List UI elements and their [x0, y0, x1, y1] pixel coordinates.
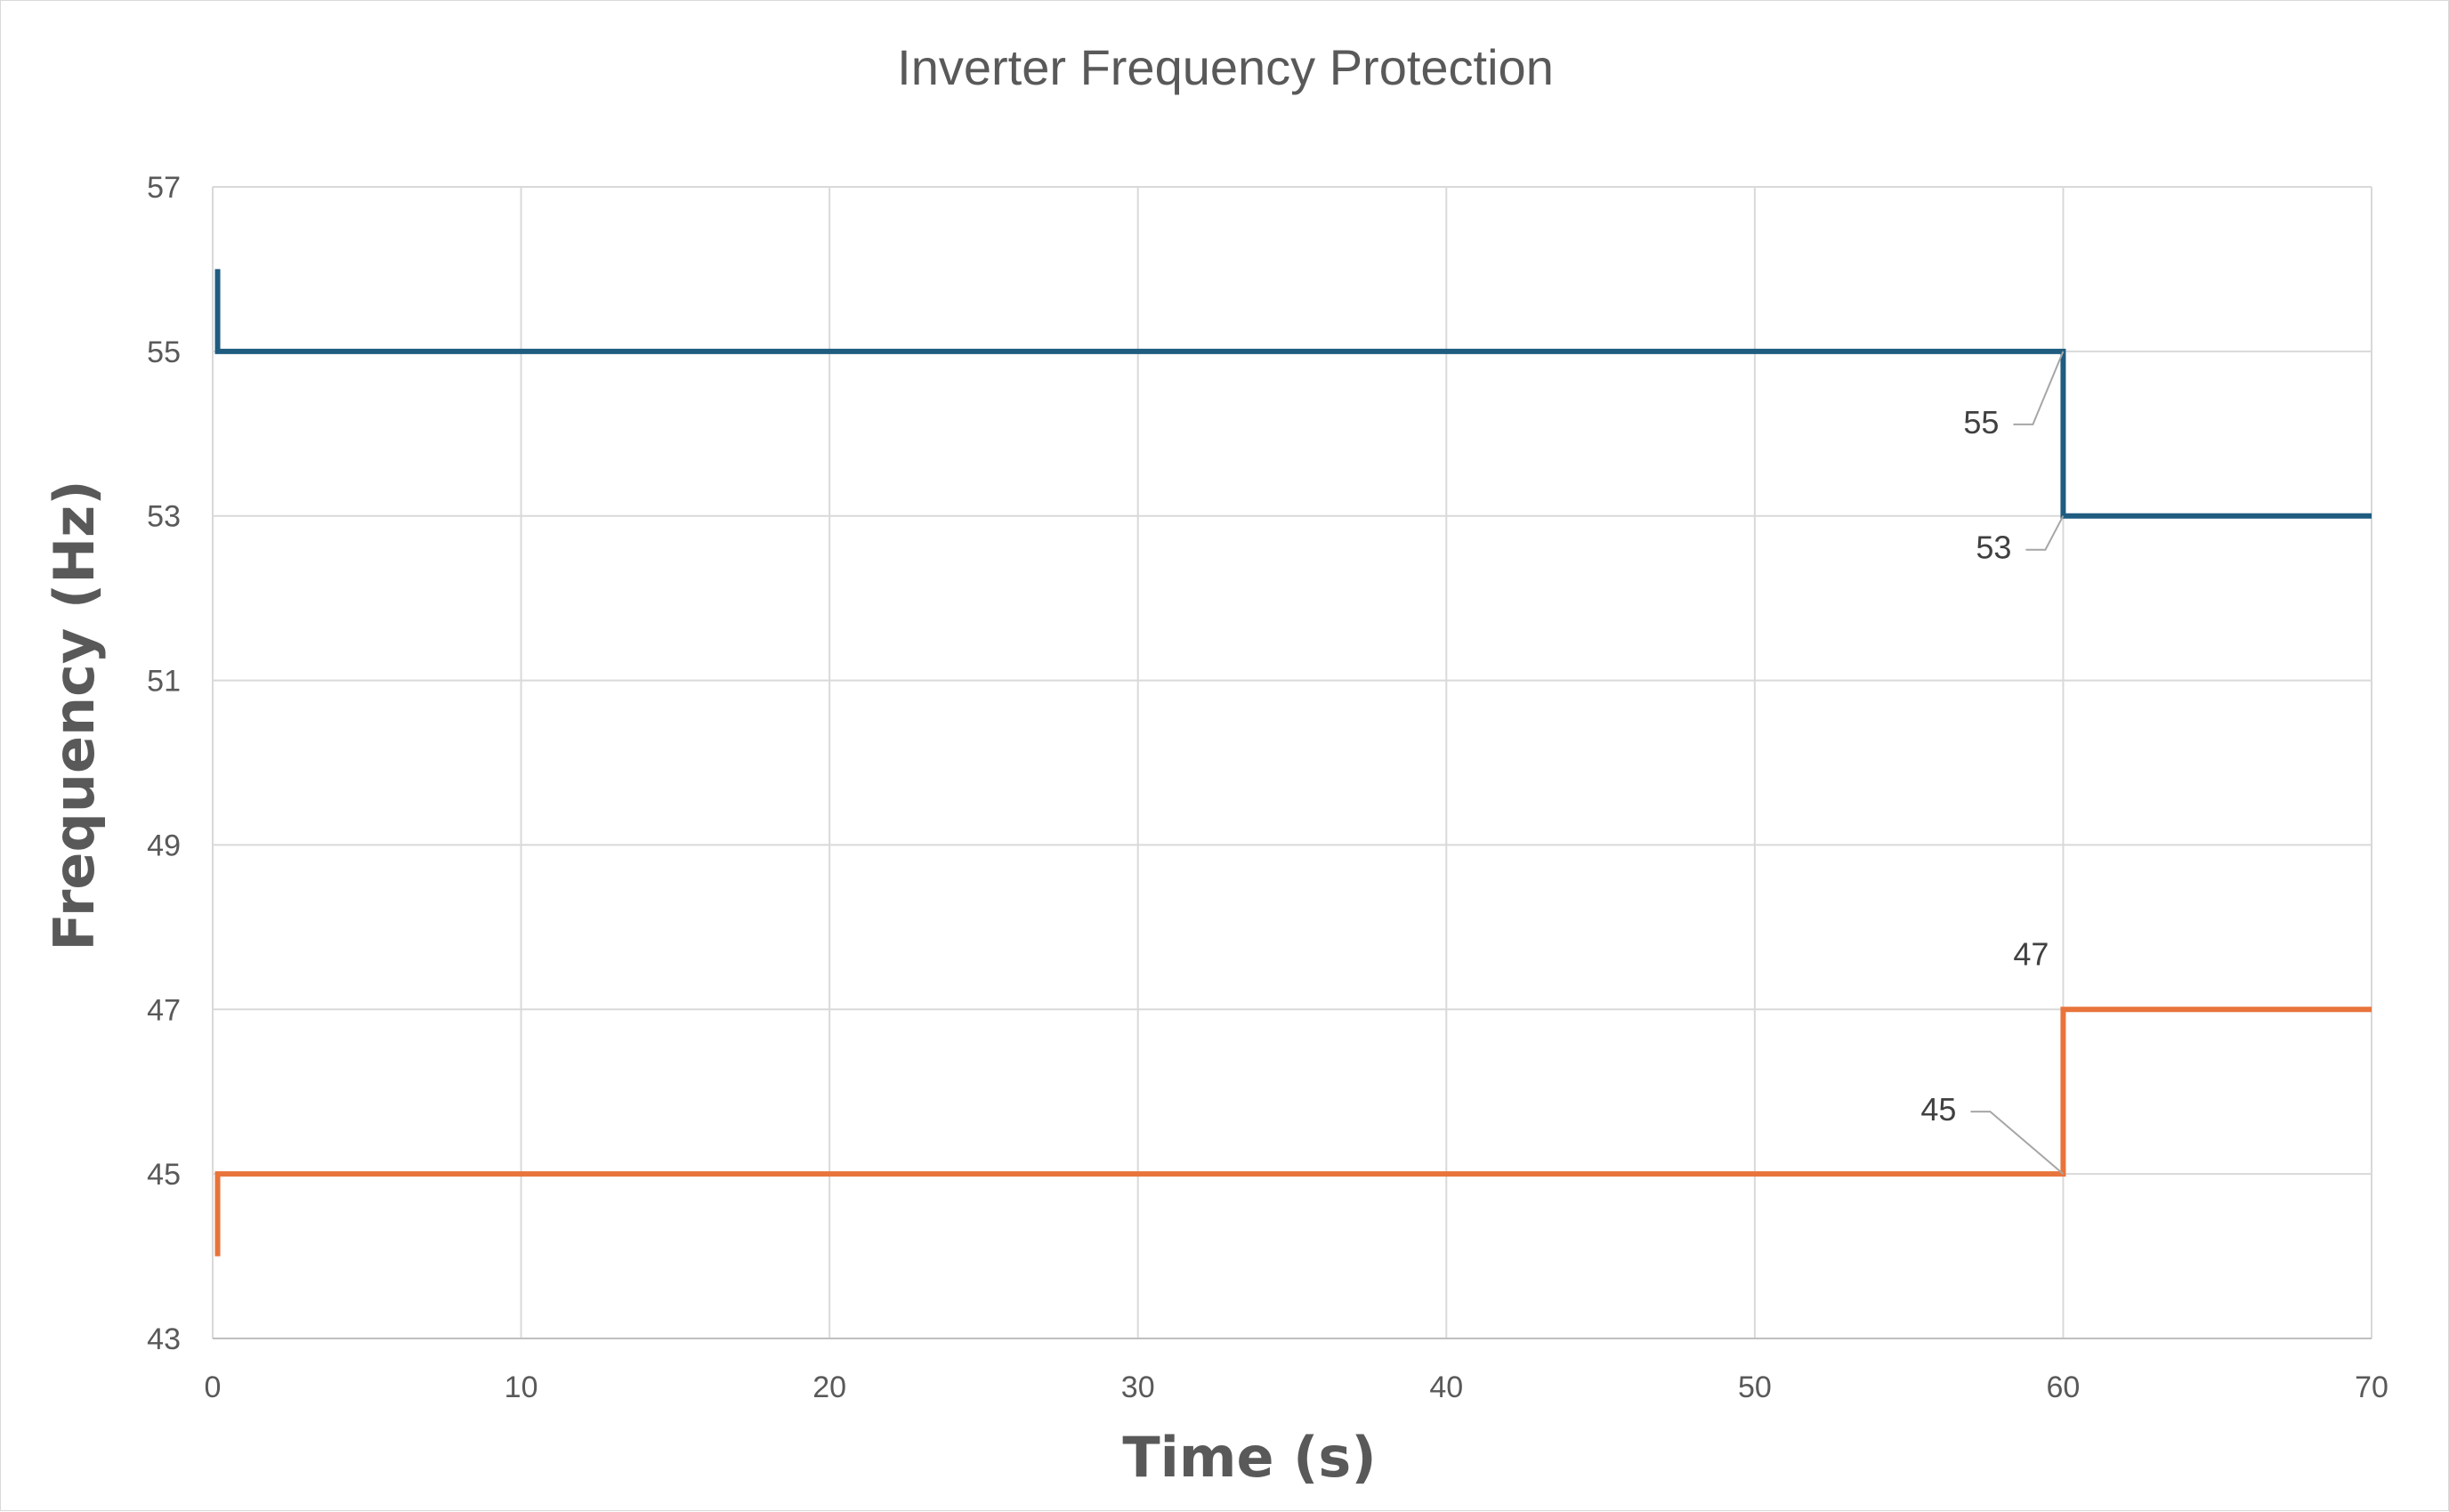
series-lines — [214, 269, 2372, 1257]
grid — [212, 186, 2372, 1339]
y-tick-label: 45 — [147, 1158, 181, 1192]
y-tick-labels: 43 45 47 49 51 53 55 57 — [147, 171, 181, 1356]
data-label-leader — [2013, 351, 2065, 425]
x-tick-label: 50 — [1738, 1371, 1772, 1404]
x-tick-label: 60 — [2047, 1371, 2081, 1404]
x-tick-label: 40 — [1429, 1371, 1463, 1404]
x-tick-label: 10 — [505, 1371, 538, 1404]
y-tick-label: 43 — [147, 1322, 181, 1356]
y-tick-label: 53 — [147, 500, 181, 534]
data-label-leader — [2025, 515, 2065, 551]
data-label: 55 — [1963, 404, 1999, 441]
x-tick-label: 30 — [1121, 1371, 1155, 1404]
x-tick-labels: 0 10 20 30 40 50 60 70 — [205, 1371, 2388, 1404]
y-tick-label: 47 — [147, 993, 181, 1027]
x-tick-label: 70 — [2355, 1371, 2388, 1404]
data-label: 45 — [1920, 1091, 1956, 1128]
x-axis-title: Time (s) — [1122, 1425, 1376, 1490]
data-label: 53 — [1976, 530, 2011, 566]
y-tick-label: 55 — [147, 336, 181, 369]
y-axis-title: Frequency (Hz) — [42, 480, 107, 950]
chart-title: Inverter Frequency Protection — [897, 39, 1554, 95]
y-tick-label: 49 — [147, 829, 181, 862]
x-tick-label: 20 — [812, 1371, 846, 1404]
data-label: 47 — [2013, 935, 2049, 972]
y-tick-label: 57 — [147, 171, 181, 205]
data-labels: 55 53 47 45 — [1920, 351, 2065, 1175]
series-line-1 — [214, 269, 2372, 519]
x-tick-label: 0 — [205, 1371, 222, 1404]
data-label-leader — [1970, 1111, 2065, 1175]
y-tick-label: 51 — [147, 665, 181, 699]
series-line-2 — [214, 1007, 2372, 1257]
